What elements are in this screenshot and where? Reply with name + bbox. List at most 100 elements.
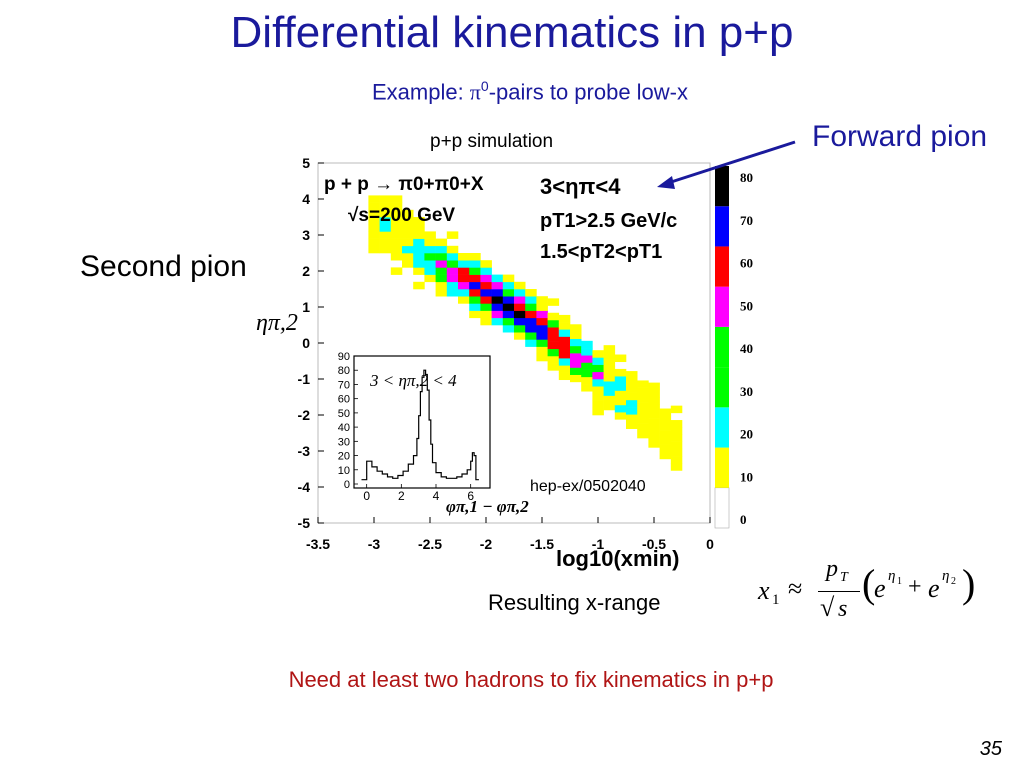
y-tick-label: -3 [298,443,311,459]
heatmap-cell [558,314,571,323]
annotation-pt1-cut: pT1>2.5 GeV/c [540,210,677,232]
y-tick-label: -2 [298,407,311,423]
heatmap-cell [390,231,403,239]
heatmap-cell [626,421,638,429]
heatmap-cell [435,289,448,297]
heatmap-cell [581,369,593,378]
heatmap-cell [514,325,526,333]
heatmap-cell [648,418,660,427]
heatmap-cell [614,376,627,384]
heatmap-cell [469,310,481,319]
color-scale-segment [715,166,729,207]
formula-numerator: p [826,556,838,582]
color-scale-label: 70 [740,213,753,228]
x-tick-label: 0 [706,536,714,552]
heatmap-cell [368,245,380,254]
color-scale-segment [715,246,729,287]
heatmap-cell [390,267,403,275]
inset-x-tick-label: 0 [363,489,370,503]
heatmap-cell [379,245,392,254]
x-tick-label: -3 [368,536,381,552]
heatmap-cell [536,310,548,319]
formula-exp1-base: e [874,574,886,603]
heatmap-cell [626,371,638,379]
heatmap-cell [368,209,380,218]
heatmap-cell [558,350,571,359]
heatmap-cell [491,281,504,290]
heatmap-cell [525,303,537,311]
heatmap-cell [379,224,392,232]
heatmap-cell [480,289,492,297]
heatmap-cell [458,281,470,290]
x-tick-label: -2.5 [418,536,442,552]
heatmap-cell [670,420,683,428]
heatmap-cell [626,378,638,386]
heatmap-cell [514,296,526,304]
heatmap-cell [446,245,459,254]
heatmap-cell [570,353,582,361]
heatmap-cell [480,317,492,326]
heatmap-cell [592,386,604,394]
x-tick-label: -3.5 [306,536,330,552]
heatmap-cell [480,267,492,275]
heatmap-cell [637,387,649,396]
inset-x-tick-label: 2 [398,489,405,503]
heatmap-cell [413,224,425,232]
heatmap-cell [592,379,604,387]
heatmap-cell [659,415,672,424]
heatmap-cell [547,298,560,306]
heatmap-cell [402,224,414,232]
y-tick-label: -4 [298,479,311,495]
heatmap-cell [637,402,649,410]
heatmap-cell [670,427,683,435]
color-scale-segment [714,487,730,529]
y-tick-label: -5 [298,515,311,531]
page-number: 35 [979,738,1002,760]
heatmap-cell [570,367,582,375]
heatmap-cell [379,202,392,211]
heatmap-cell [379,209,392,218]
color-scale-label: 10 [740,469,753,484]
heatmap-cell [446,253,459,261]
heatmap-cell [581,355,593,363]
heatmap-cell [368,224,380,232]
heatmap-cell [570,345,582,354]
heatmap-cell [614,390,627,399]
formula-open-paren: ( [862,561,876,606]
slide-subtitle: Example: π0-pairs to probe low-x [0,78,1024,105]
heatmap-cells [368,195,683,471]
kinematics-formula: x 1 ≈ p T √ s ( e η 1 + e η 2 ) [758,556,988,626]
color-scale-label: 50 [740,298,753,313]
heatmap-cell [469,253,481,261]
heatmap-cell [558,336,571,345]
heatmap-cell [402,231,414,239]
heatmap-cell [558,365,571,373]
heatmap-cell [525,325,537,333]
heatmap-cell [525,310,537,319]
heatmap-cell [592,371,604,380]
color-scale: 0 10 20 30 40 50 60 70 80 [714,166,753,529]
y-tick-label: -1 [298,371,311,387]
second-pion-label: Second pion [80,250,247,283]
heatmap-cell [536,353,548,362]
heatmap-cell [480,296,492,304]
heatmap-cell [458,274,470,283]
heatmap-cell [648,411,660,419]
heatmap-cell [592,407,604,416]
x-range-label: Resulting x-range [488,590,661,615]
heatmap-cell [547,341,560,350]
heatmap-cell [458,296,470,304]
heatmap-cell [648,404,660,412]
heatmap-cell [592,364,604,373]
formula-plus: + [908,574,922,600]
heatmap-cell [368,231,380,239]
heatmap-cell [659,408,672,417]
formula-numerator-sub: T [840,570,848,585]
x-tick-label: -2 [480,536,493,552]
heatmap-cell [648,389,660,398]
heatmap-cell [592,400,604,409]
heatmap-cell [536,346,548,355]
reference-label: hep-ex/0502040 [530,478,646,495]
heatmap-cell [558,343,571,352]
forward-pion-arrow [667,140,796,185]
